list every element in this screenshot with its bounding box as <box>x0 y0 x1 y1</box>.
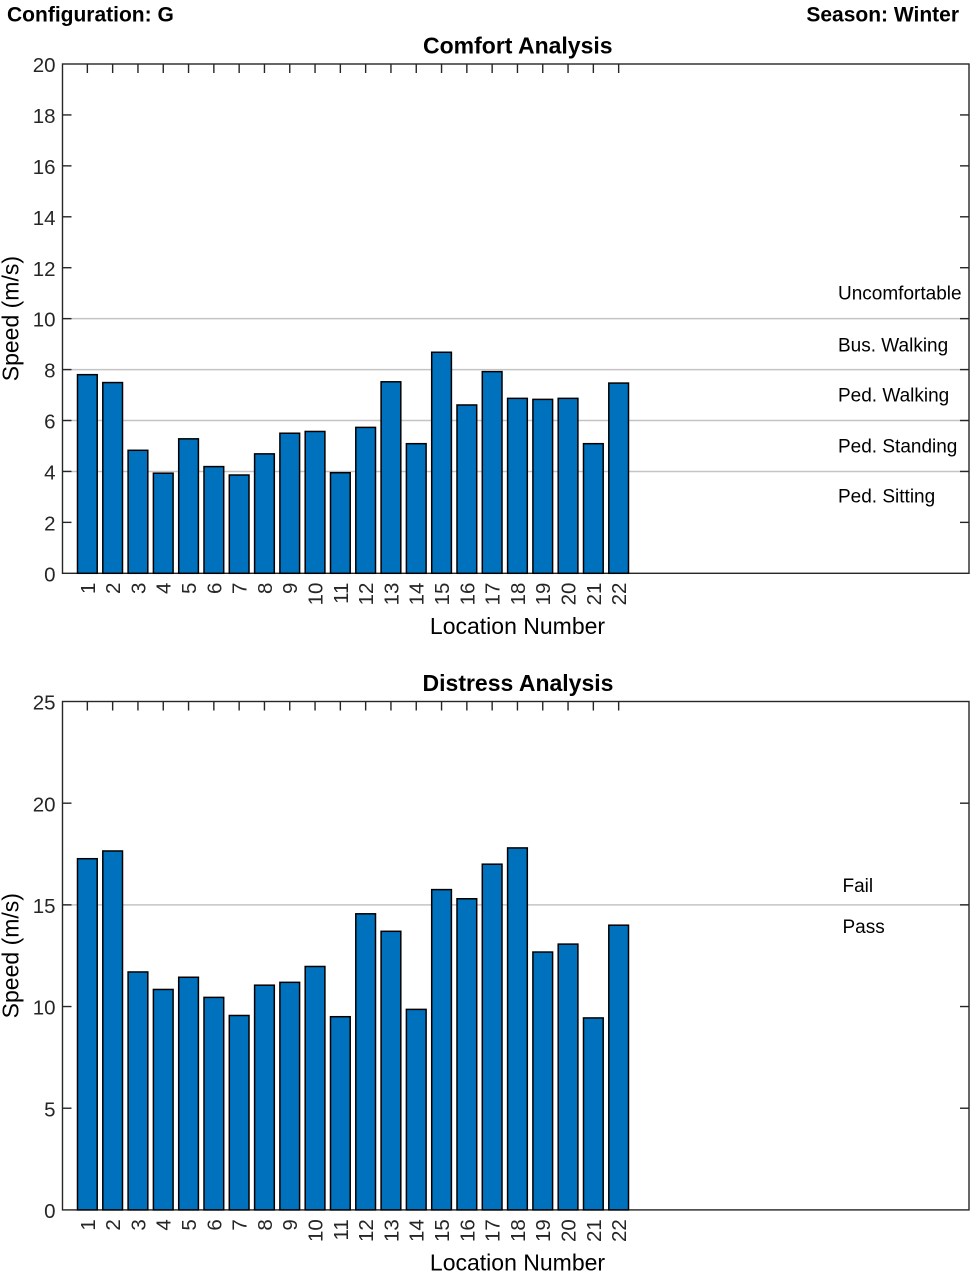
svg-text:3: 3 <box>127 1219 150 1230</box>
svg-text:25: 25 <box>33 692 56 715</box>
svg-text:16: 16 <box>456 583 479 606</box>
svg-text:8: 8 <box>44 360 55 383</box>
svg-text:6: 6 <box>203 1219 226 1230</box>
svg-text:4: 4 <box>44 462 55 485</box>
svg-text:Pass: Pass <box>843 917 885 938</box>
svg-text:7: 7 <box>229 1219 252 1230</box>
svg-text:Comfort Analysis: Comfort Analysis <box>423 33 613 59</box>
svg-text:Uncomfortable: Uncomfortable <box>838 284 962 305</box>
svg-text:6: 6 <box>44 411 55 434</box>
svg-text:2: 2 <box>102 583 125 594</box>
svg-text:Season: Winter: Season: Winter <box>806 3 959 26</box>
svg-text:16: 16 <box>456 1219 479 1242</box>
svg-text:4: 4 <box>153 583 176 594</box>
svg-text:9: 9 <box>279 1219 302 1230</box>
svg-text:0: 0 <box>44 563 55 586</box>
svg-text:Location Number: Location Number <box>430 613 605 639</box>
svg-text:12: 12 <box>355 583 378 606</box>
svg-text:Distress Analysis: Distress Analysis <box>423 670 614 696</box>
svg-text:21: 21 <box>583 1219 606 1242</box>
svg-text:13: 13 <box>380 583 403 606</box>
svg-text:Ped. Walking: Ped. Walking <box>838 386 949 407</box>
svg-text:5: 5 <box>44 1098 55 1121</box>
svg-text:22: 22 <box>608 583 631 606</box>
svg-text:19: 19 <box>532 583 555 606</box>
svg-text:14: 14 <box>406 1219 429 1242</box>
svg-text:12: 12 <box>33 258 56 281</box>
svg-text:14: 14 <box>406 583 429 606</box>
svg-text:16: 16 <box>33 156 56 179</box>
svg-text:5: 5 <box>178 1219 201 1230</box>
svg-text:15: 15 <box>33 895 56 918</box>
svg-text:Bus. Walking: Bus. Walking <box>838 336 948 357</box>
svg-text:8: 8 <box>254 1219 277 1230</box>
svg-text:22: 22 <box>608 1219 631 1242</box>
svg-text:8: 8 <box>254 583 277 594</box>
svg-text:Configuration: G: Configuration: G <box>7 3 174 26</box>
svg-text:20: 20 <box>33 54 56 77</box>
svg-text:Ped. Standing: Ped. Standing <box>838 437 957 458</box>
svg-text:9: 9 <box>279 583 302 594</box>
svg-text:21: 21 <box>583 583 606 606</box>
svg-text:17: 17 <box>482 583 505 606</box>
svg-text:2: 2 <box>44 512 55 535</box>
svg-text:14: 14 <box>33 207 56 230</box>
svg-text:17: 17 <box>482 1219 505 1242</box>
svg-text:10: 10 <box>33 997 56 1020</box>
svg-text:15: 15 <box>431 1219 454 1242</box>
svg-text:10: 10 <box>33 309 56 332</box>
svg-text:Ped. Sitting: Ped. Sitting <box>838 487 935 508</box>
svg-text:20: 20 <box>558 583 581 606</box>
svg-text:3: 3 <box>127 583 150 594</box>
svg-text:11: 11 <box>330 583 353 604</box>
svg-text:Fail: Fail <box>843 876 874 897</box>
svg-text:Speed (m/s): Speed (m/s) <box>0 893 24 1018</box>
svg-text:20: 20 <box>33 793 56 816</box>
svg-text:5: 5 <box>178 583 201 594</box>
svg-text:7: 7 <box>229 583 252 594</box>
svg-text:19: 19 <box>532 1219 555 1242</box>
svg-text:12: 12 <box>355 1219 378 1242</box>
svg-text:4: 4 <box>153 1219 176 1230</box>
svg-text:13: 13 <box>380 1219 403 1242</box>
svg-text:11: 11 <box>330 1219 353 1240</box>
svg-text:0: 0 <box>44 1200 55 1223</box>
svg-text:6: 6 <box>203 583 226 594</box>
svg-text:18: 18 <box>33 105 56 128</box>
svg-text:18: 18 <box>507 1219 530 1242</box>
svg-text:Location Number: Location Number <box>430 1250 605 1275</box>
svg-text:2: 2 <box>102 1219 125 1230</box>
svg-text:18: 18 <box>507 583 530 606</box>
svg-text:10: 10 <box>305 583 328 606</box>
svg-text:15: 15 <box>431 583 454 606</box>
svg-text:20: 20 <box>558 1219 581 1242</box>
svg-text:1: 1 <box>77 1219 100 1230</box>
svg-text:1: 1 <box>77 583 100 594</box>
svg-text:10: 10 <box>305 1219 328 1242</box>
svg-text:Speed (m/s): Speed (m/s) <box>0 256 24 381</box>
